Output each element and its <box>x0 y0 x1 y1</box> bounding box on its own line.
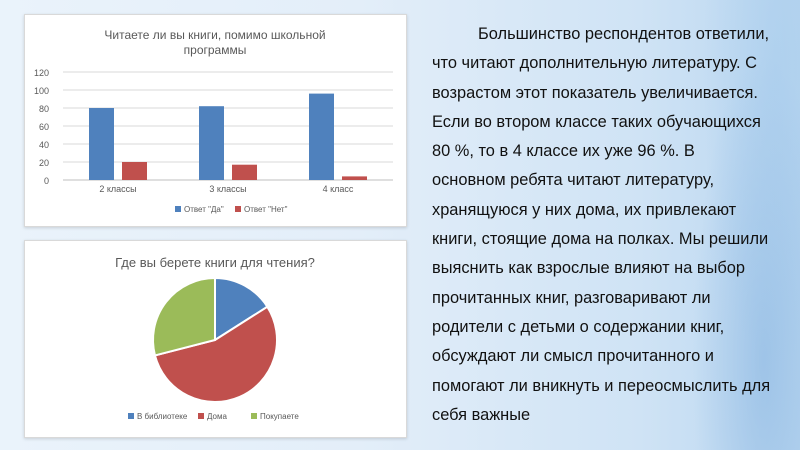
legend-label: Ответ "Да" <box>184 205 224 214</box>
y-tick-label: 60 <box>39 122 49 132</box>
pie-slice <box>152 276 216 357</box>
legend-swatch <box>235 206 241 212</box>
y-tick-label: 0 <box>44 176 49 186</box>
legend-label: Покупаете <box>260 412 299 421</box>
bar-yes <box>89 108 114 180</box>
pie-slice <box>214 276 269 342</box>
pie-slice <box>153 305 278 403</box>
bar-chart-title-line-2: программы <box>184 43 247 57</box>
bar-chart-title-line-1: Читаете ли вы книги, помимо школьной <box>104 28 325 42</box>
bar-no <box>232 164 257 180</box>
bar-chart: Читаете ли вы книги, помимо школьной про… <box>34 28 393 214</box>
x-category-label: 2 классы <box>99 184 136 194</box>
y-tick-label: 120 <box>34 68 49 78</box>
x-category-label: 4 класс <box>323 184 354 194</box>
legend-label: В библиотеке <box>137 412 188 421</box>
bar-yes <box>199 106 224 180</box>
pie-chart: Где вы берете книги для чтения? В библио… <box>115 255 315 421</box>
legend-swatch <box>175 206 181 212</box>
y-tick-label: 100 <box>34 86 49 96</box>
legend-swatch <box>128 413 134 419</box>
bar-no <box>122 162 147 180</box>
pie-chart-title: Где вы берете книги для чтения? <box>115 255 315 270</box>
legend-label: Ответ "Нет" <box>244 205 288 214</box>
legend-swatch <box>198 413 204 419</box>
pie-chart-panel: Где вы берете книги для чтения? В библио… <box>24 240 407 438</box>
description-paragraph: Большинство респондентов ответили, что ч… <box>432 25 771 424</box>
slide-background-decoration <box>680 0 800 450</box>
bar-yes <box>309 93 334 180</box>
legend-swatch <box>251 413 257 419</box>
y-tick-label: 20 <box>39 158 49 168</box>
y-tick-label: 80 <box>39 104 49 114</box>
legend-label: Дома <box>207 412 227 421</box>
x-category-label: 3 классы <box>209 184 246 194</box>
y-tick-label: 40 <box>39 140 49 150</box>
bar-no <box>342 176 367 180</box>
bar-chart-panel: Читаете ли вы книги, помимо школьной про… <box>24 14 407 227</box>
